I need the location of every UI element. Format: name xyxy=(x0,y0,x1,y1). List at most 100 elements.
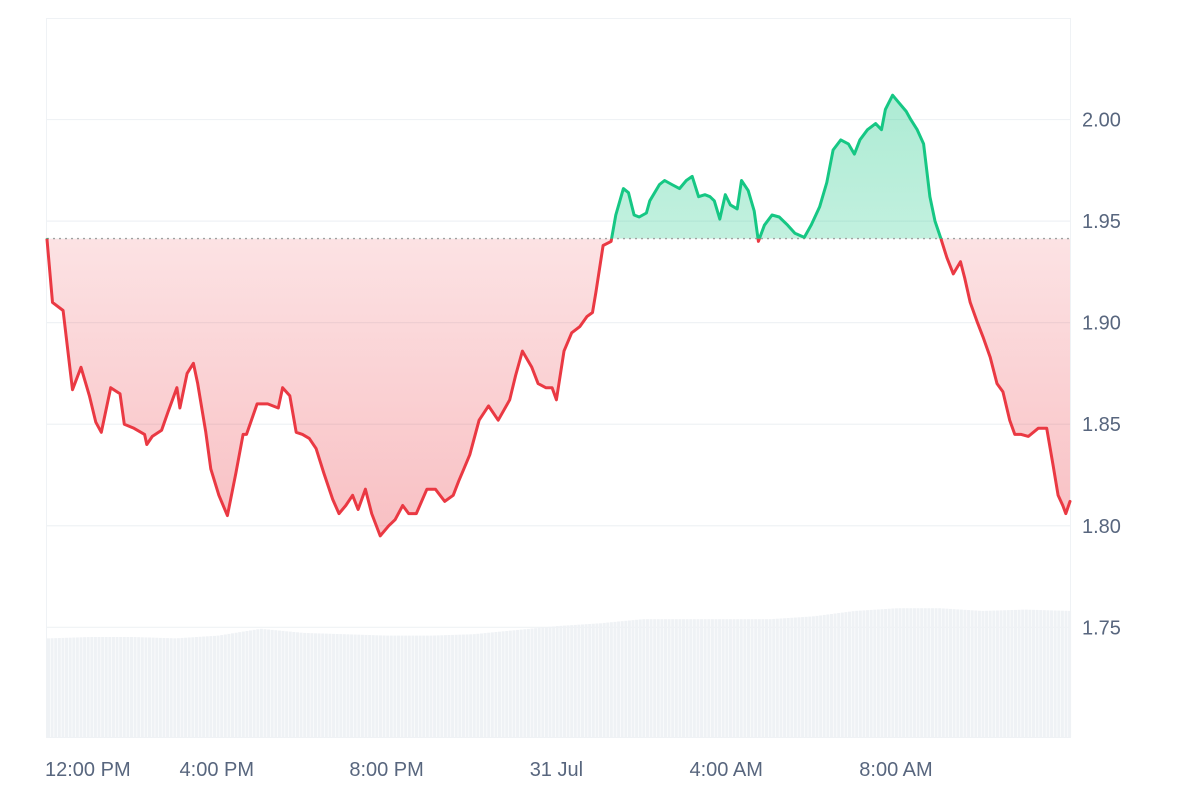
volume-bar xyxy=(815,615,819,737)
volume-bar xyxy=(148,637,152,737)
volume-bar xyxy=(858,610,862,737)
volume-bar xyxy=(443,635,447,737)
volume-bar xyxy=(696,619,700,737)
volume-bar xyxy=(591,623,595,737)
x-tick-label: 4:00 PM xyxy=(180,759,254,781)
volume-bar xyxy=(378,635,382,737)
volume-bar xyxy=(959,609,963,737)
volume-bar xyxy=(227,633,231,737)
volume-bar xyxy=(840,612,844,737)
volume-bar xyxy=(151,637,155,737)
x-tick-label: 4:00 AM xyxy=(689,759,762,781)
volume-bar xyxy=(736,619,740,737)
volume-bar xyxy=(822,614,826,737)
volume-bar xyxy=(988,610,992,737)
volume-bar xyxy=(512,630,516,737)
volume-bar xyxy=(562,625,566,737)
volume-bar xyxy=(270,629,274,737)
volume-bar xyxy=(479,633,483,737)
volume-bar xyxy=(332,633,336,737)
volume-bar xyxy=(606,622,610,737)
volume-bar xyxy=(263,629,267,737)
volume-bar xyxy=(422,635,426,737)
volume-bar xyxy=(869,609,873,737)
volume-bar xyxy=(425,635,429,737)
volume-bar xyxy=(866,610,870,737)
y-tick-label: 1.75 xyxy=(1082,617,1121,639)
volume-bar xyxy=(555,626,559,737)
volume-bar xyxy=(703,619,707,737)
volume-bar xyxy=(86,637,90,737)
volume-bar xyxy=(689,619,693,737)
volume-bar xyxy=(350,634,354,737)
volume-bar xyxy=(956,609,960,737)
volume-bar xyxy=(967,610,971,737)
volume-bar xyxy=(974,610,978,737)
volume-bar xyxy=(83,637,87,737)
volume-bar xyxy=(234,632,238,737)
volume-bar xyxy=(570,625,574,737)
volume-bar xyxy=(902,608,906,737)
volume-bar xyxy=(552,626,556,737)
volume-bar xyxy=(360,634,364,737)
volume-bar xyxy=(671,619,675,737)
volume-bar xyxy=(436,635,440,737)
volume-bar xyxy=(440,635,444,737)
volume-bar xyxy=(187,637,191,737)
volume-bar xyxy=(602,622,606,737)
volume-bar xyxy=(588,623,592,737)
volume-bar xyxy=(627,620,631,737)
volume-bar xyxy=(306,633,310,737)
volume-bar xyxy=(1003,610,1007,737)
volume-bar xyxy=(577,624,581,737)
volume-bar xyxy=(303,632,307,737)
volume-bar xyxy=(1046,610,1050,737)
volume-bar xyxy=(386,635,390,737)
volume-bar xyxy=(310,633,314,737)
volume-bar xyxy=(1035,609,1039,737)
volume-bar xyxy=(656,619,660,737)
volume-bar xyxy=(241,631,245,737)
volume-bar xyxy=(1024,609,1028,737)
volume-bar xyxy=(407,635,411,737)
volume-bar xyxy=(47,638,51,737)
volume-bar xyxy=(68,637,72,737)
volume-bar xyxy=(339,634,343,737)
volume-bar xyxy=(905,608,909,737)
volume-bar xyxy=(999,610,1003,737)
volume-bar xyxy=(220,635,224,737)
volume-bar xyxy=(173,638,177,737)
volume-bar xyxy=(981,610,985,737)
volume-bar xyxy=(285,631,289,737)
volume-bar xyxy=(692,619,696,737)
volume-bar xyxy=(212,635,216,737)
volume-bar xyxy=(682,619,686,737)
volume-bar xyxy=(1013,609,1017,737)
volume-bar xyxy=(454,634,458,737)
volume-bar xyxy=(122,636,126,737)
volume-bar xyxy=(494,632,498,737)
volume-bar xyxy=(451,634,455,737)
volume-bar xyxy=(768,619,772,737)
volume-bar xyxy=(180,637,184,737)
volume-bar xyxy=(505,630,509,737)
y-tick-label: 1.80 xyxy=(1082,516,1121,538)
volume-bar xyxy=(295,632,299,737)
volume-bar xyxy=(793,617,797,737)
volume-bar xyxy=(317,633,321,737)
volume-bar xyxy=(772,618,776,737)
volume-bar xyxy=(624,620,628,737)
volume-bar xyxy=(739,619,743,737)
volume-bar xyxy=(404,635,408,737)
volume-bar xyxy=(169,638,173,737)
volume-bar xyxy=(447,635,451,737)
volume-bar xyxy=(534,628,538,737)
volume-bar xyxy=(977,610,981,737)
volume-bar xyxy=(985,610,989,737)
volume-bar xyxy=(898,608,902,737)
volume-bar xyxy=(299,632,303,737)
volume-bar xyxy=(786,618,790,737)
volume-bar xyxy=(757,619,761,737)
volume-bar xyxy=(144,637,148,737)
volume-bar xyxy=(541,627,545,737)
